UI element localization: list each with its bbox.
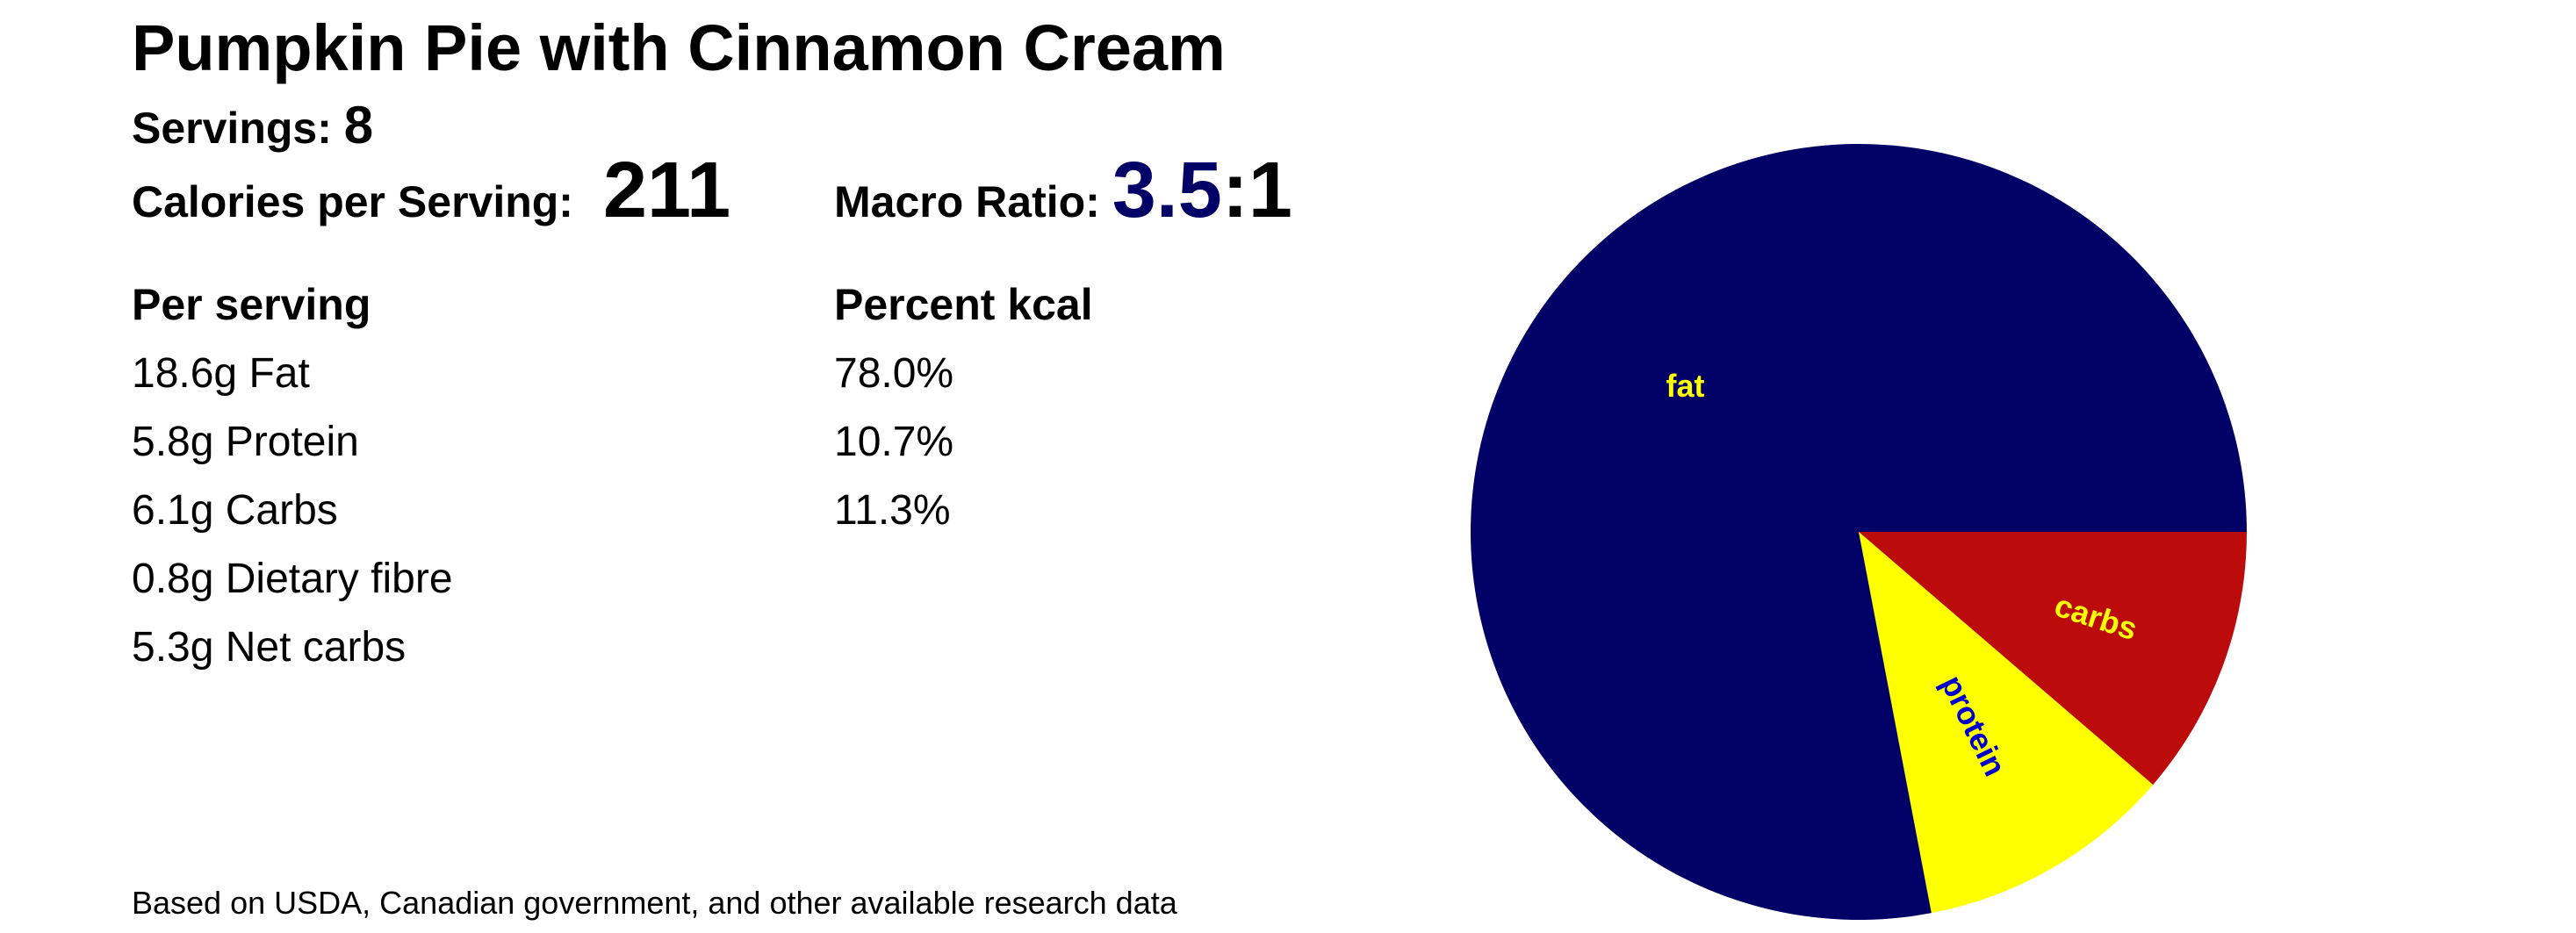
nutrient-percent-protein: 10.7% — [834, 419, 954, 465]
recipe-title: Pumpkin Pie with Cinnamon Cream — [132, 11, 1226, 84]
servings-label: Servings: — [132, 104, 332, 153]
pie-slice-carbs — [1859, 532, 2247, 786]
nutrient-amount-carbs: 6.1g Carbs — [132, 487, 338, 534]
calories-value: 211 — [602, 147, 731, 234]
servings-value: 8 — [343, 96, 374, 154]
nutrient-percent-fat: 78.0% — [834, 350, 954, 397]
pie-label-fat: fat — [1666, 368, 1704, 404]
macro-ratio-suffix: :1 — [1221, 147, 1292, 234]
nutrient-amount-fat: 18.6g Fat — [132, 350, 310, 397]
servings-line: Servings: 8 — [132, 95, 373, 155]
pie-slice-protein — [1859, 532, 2154, 914]
calories-line: Calories per Serving: 211 — [132, 146, 730, 236]
macro-ratio-line: Macro Ratio: 3.5:1 — [834, 146, 1292, 236]
nutrient-amount-net-carbs: 5.3g Net carbs — [132, 624, 407, 671]
per-serving-header: Per serving — [132, 280, 371, 329]
pie-slice-fat — [1471, 144, 2247, 920]
nutrient-amount-fibre: 0.8g Dietary fibre — [132, 556, 453, 602]
macro-ratio-label: Macro Ratio: — [834, 177, 1100, 226]
nutrient-percent-carbs: 11.3% — [834, 487, 951, 534]
source-footnote: Based on USDA, Canadian government, and … — [132, 885, 1177, 921]
percent-kcal-header: Percent kcal — [834, 280, 1093, 329]
nutrient-amount-protein: 5.8g Protein — [132, 419, 359, 465]
calories-label: Calories per Serving: — [132, 177, 573, 226]
macro-ratio-value: 3.5 — [1112, 147, 1222, 234]
